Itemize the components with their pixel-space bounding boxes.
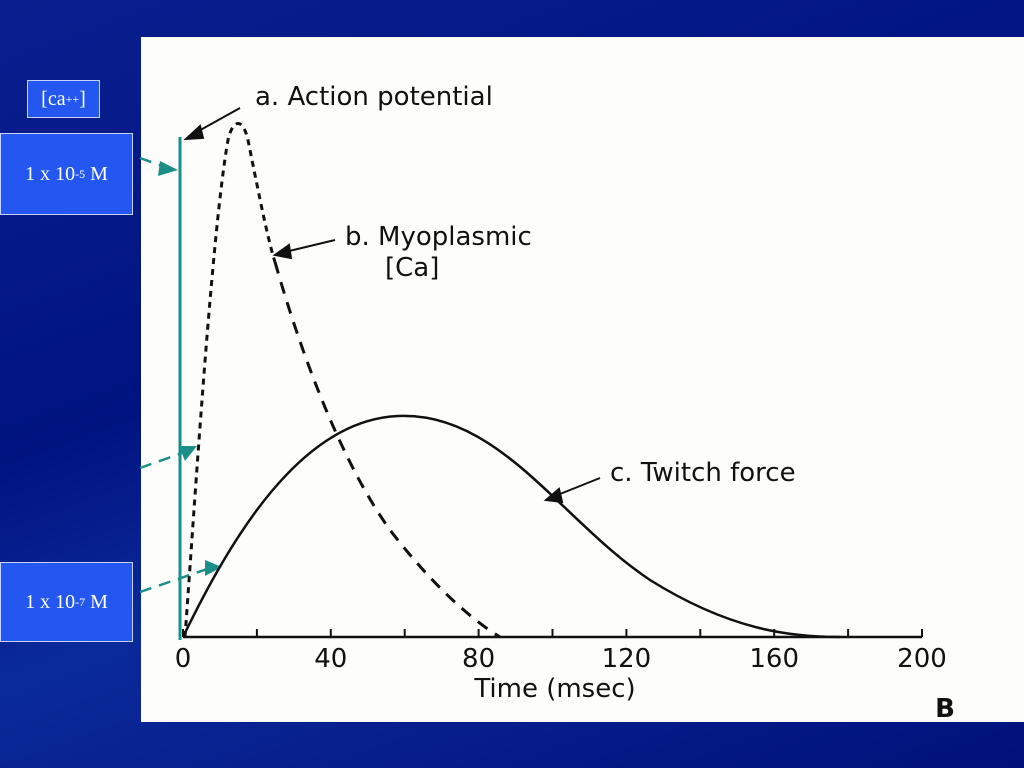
high-concentration: 1 x 10 -5 M xyxy=(0,133,133,215)
concentration-header: [ca ++] xyxy=(27,80,100,118)
annotation-arrows xyxy=(183,107,601,504)
superscript: -5 xyxy=(75,166,86,181)
x-tick-label: 160 xyxy=(749,644,799,674)
text: 1 x 10 xyxy=(25,162,76,185)
x-tick-label: 80 xyxy=(462,644,495,674)
x-axis-label: Time (msec) xyxy=(473,674,635,704)
text: 1 x 10 xyxy=(25,590,76,613)
annotation: b. Myoplasmic xyxy=(345,222,532,252)
low-concentration: 1 x 10 -7 M xyxy=(0,562,133,642)
superscript: ++ xyxy=(65,91,80,106)
text: [ca xyxy=(41,87,66,110)
twitch-curve xyxy=(181,414,841,639)
figure-panel xyxy=(141,37,1024,722)
x-tick-label: 0 xyxy=(175,644,192,674)
x-tick-label: 120 xyxy=(602,644,652,674)
text: M xyxy=(85,162,108,185)
x-tick-label: 200 xyxy=(897,644,947,674)
text: M xyxy=(85,590,108,613)
dotted-curve xyxy=(183,122,277,638)
annotation: [Ca] xyxy=(385,253,439,283)
annotation: a. Action potential xyxy=(255,82,493,112)
annotation: c. Twitch force xyxy=(610,458,796,488)
teal-arrowheads xyxy=(158,161,222,576)
panel-label: B xyxy=(935,694,955,724)
dashed-curve xyxy=(273,261,501,639)
plot: a. Action potential b. Myoplasmic [Ca] c… xyxy=(139,82,955,724)
x-tick-label: 40 xyxy=(314,644,347,674)
superscript: -7 xyxy=(75,594,86,609)
text: ] xyxy=(79,87,86,110)
